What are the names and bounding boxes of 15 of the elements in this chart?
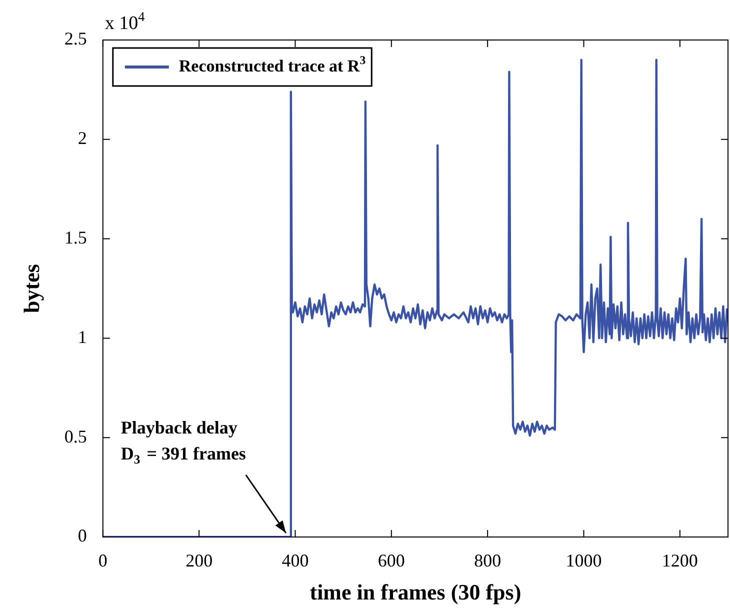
y-axis-title: bytes [18, 264, 44, 313]
y-tick-label: 0.5 [64, 426, 87, 446]
x-tick-label: 800 [474, 550, 502, 571]
y-tick-label: 1 [78, 326, 87, 347]
x-tick-label: 0 [98, 550, 108, 571]
y-tick-label: 2.5 [64, 28, 87, 49]
x-tick-label: 1200 [662, 550, 698, 571]
y-tick-label: 1.5 [64, 228, 87, 248]
x-axis-title: time in frames (30 fps) [310, 579, 522, 604]
x-tick-label: 400 [282, 550, 309, 571]
x-tick-label: 1000 [566, 550, 602, 571]
x-tick-label: 600 [378, 550, 405, 571]
y-tick-label: 2 [78, 128, 87, 148]
y-tick-label: 0 [78, 526, 87, 546]
x-tick-label: 200 [186, 550, 213, 571]
